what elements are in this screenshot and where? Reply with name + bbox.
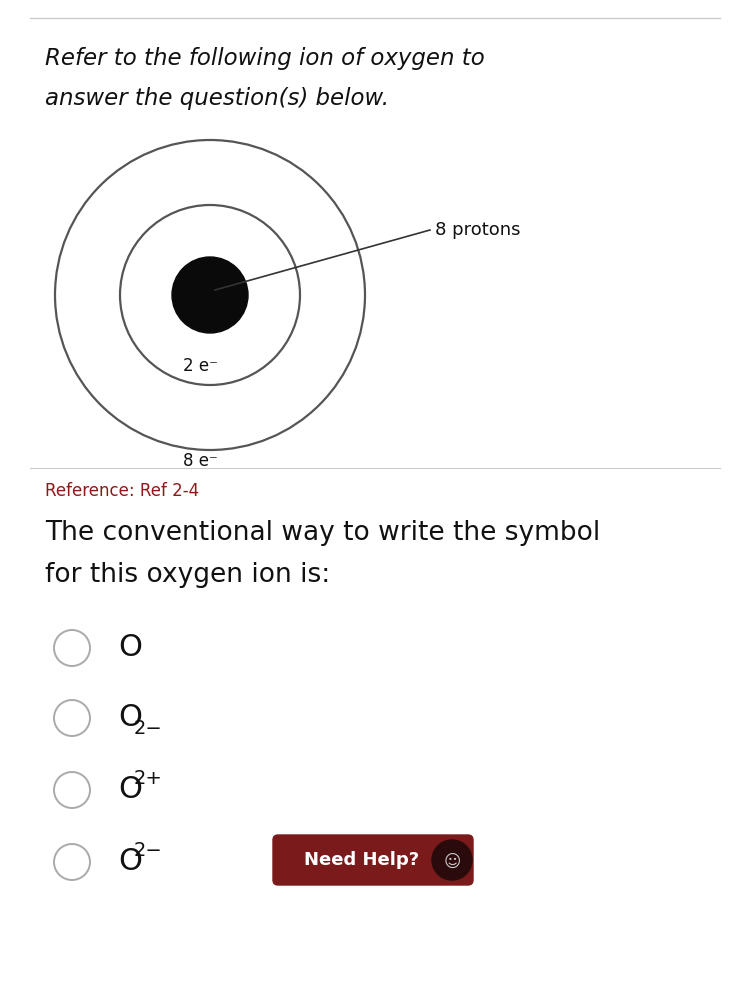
- Text: 8 protons: 8 protons: [435, 221, 520, 239]
- Text: 2−: 2−: [134, 841, 163, 859]
- Text: ☺: ☺: [443, 853, 460, 871]
- Text: Reference: Ref 2-4: Reference: Ref 2-4: [45, 482, 200, 500]
- Text: O: O: [118, 776, 142, 804]
- Text: 2 e⁻: 2 e⁻: [182, 357, 218, 375]
- FancyBboxPatch shape: [273, 835, 473, 885]
- Text: for this oxygen ion is:: for this oxygen ion is:: [45, 562, 330, 588]
- Text: The conventional way to write the symbol: The conventional way to write the symbol: [45, 520, 600, 546]
- Text: 8 e⁻: 8 e⁻: [183, 452, 218, 470]
- Text: O: O: [118, 633, 142, 663]
- Text: answer the question(s) below.: answer the question(s) below.: [45, 86, 389, 110]
- Circle shape: [432, 840, 472, 880]
- Text: O: O: [118, 847, 142, 877]
- Text: 2−: 2−: [134, 719, 163, 737]
- Text: Need Help?: Need Help?: [304, 851, 419, 869]
- Circle shape: [172, 257, 248, 333]
- Text: 2+: 2+: [134, 769, 163, 788]
- Text: Refer to the following ion of oxygen to: Refer to the following ion of oxygen to: [45, 46, 485, 70]
- Text: O: O: [118, 703, 142, 733]
